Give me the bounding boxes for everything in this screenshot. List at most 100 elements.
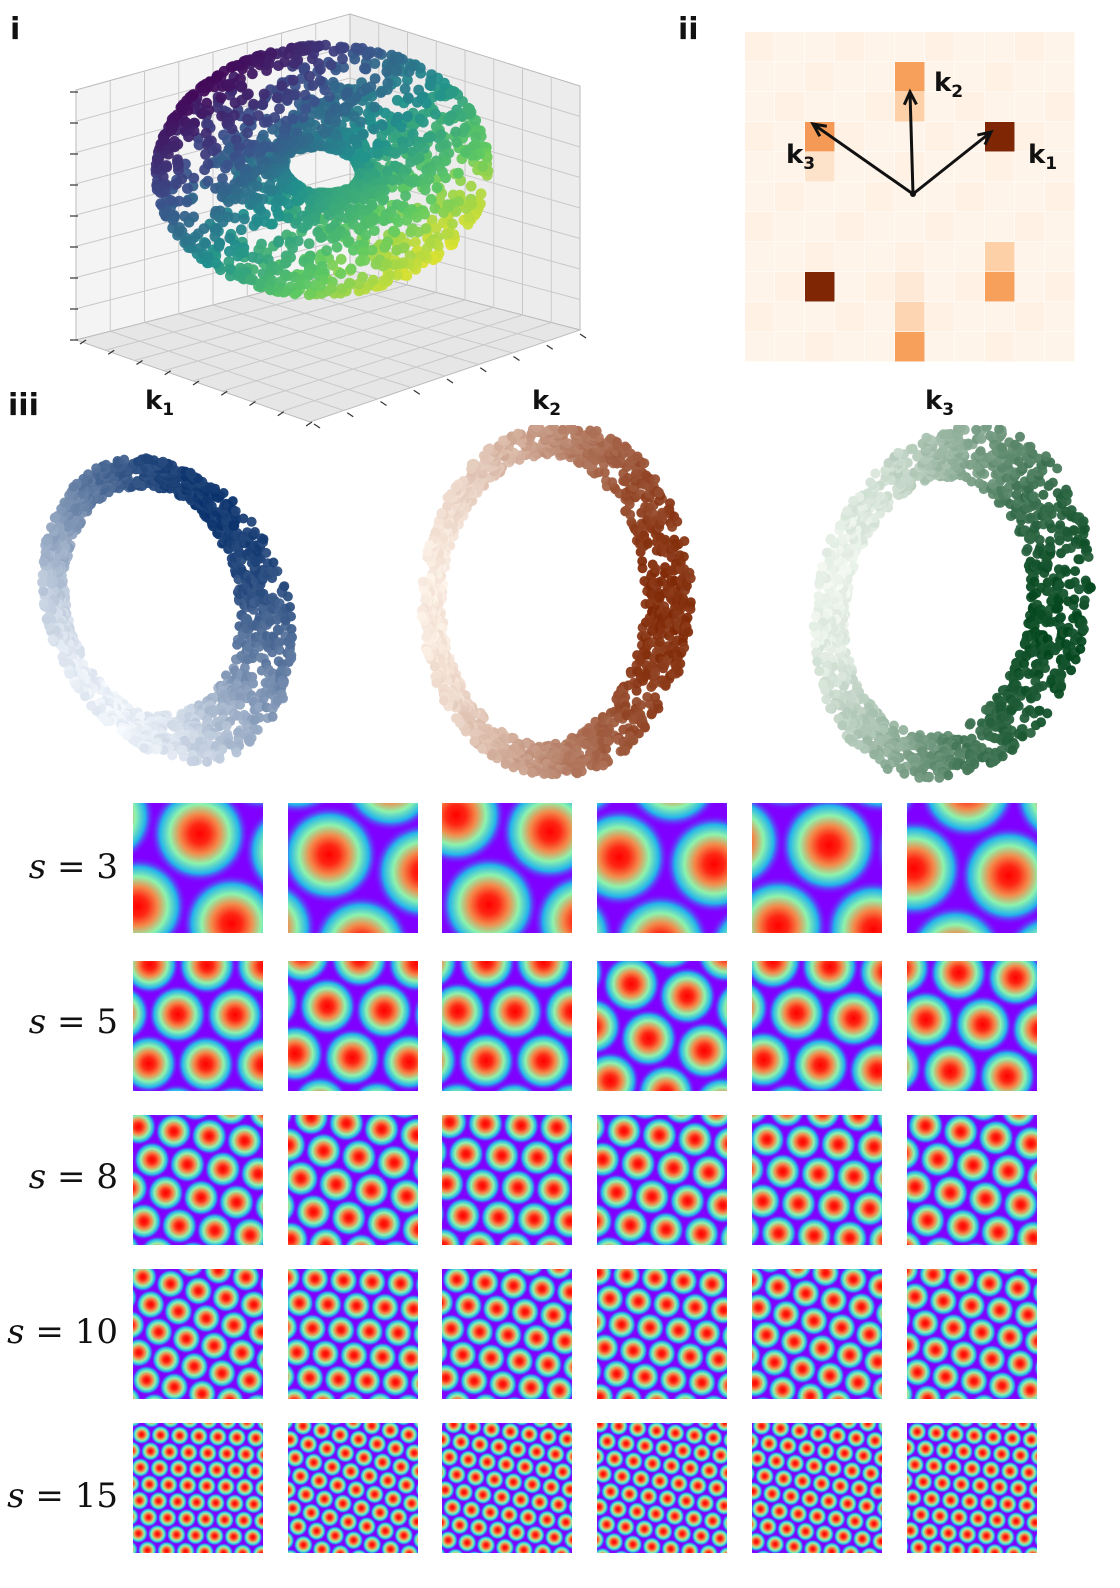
torus-point xyxy=(315,280,326,292)
torus-point xyxy=(183,216,195,228)
torus-point xyxy=(273,236,284,248)
torus-point xyxy=(259,117,270,128)
fourier-cell xyxy=(925,152,955,182)
ring-point xyxy=(278,678,289,689)
ring-point xyxy=(68,481,79,492)
fourier-cell xyxy=(985,182,1015,212)
ring-point xyxy=(442,492,453,503)
fourier-cell xyxy=(925,62,955,92)
torus-point xyxy=(261,65,272,76)
fourier-cell xyxy=(1015,32,1045,62)
torus-point xyxy=(378,174,390,186)
torus-point xyxy=(202,175,214,187)
ring-point xyxy=(267,711,278,722)
fourier-cell xyxy=(895,272,925,302)
torus-point xyxy=(282,212,294,224)
fourier-cell xyxy=(1045,242,1075,272)
ring-point xyxy=(601,744,612,754)
fourier-cell xyxy=(895,332,925,362)
torus-point xyxy=(182,183,193,194)
ring-point xyxy=(662,655,672,666)
fourier-cell xyxy=(955,32,985,62)
ring-point xyxy=(38,598,49,609)
torus-point xyxy=(213,241,225,252)
fourier-cell xyxy=(1015,182,1045,212)
fourier-cell xyxy=(775,182,805,212)
torus-point xyxy=(247,274,259,286)
torus-point xyxy=(307,80,319,91)
ring-point xyxy=(252,724,263,735)
fourier-cell xyxy=(955,302,985,332)
fourier-cell xyxy=(925,242,955,272)
torus-point xyxy=(226,123,238,135)
torus-point xyxy=(248,98,259,110)
torus-point xyxy=(352,43,364,55)
torus-point xyxy=(460,146,471,158)
torus-point xyxy=(420,97,432,109)
ring-point xyxy=(665,498,675,509)
fourier-cell xyxy=(985,62,1015,92)
ring-point xyxy=(272,566,283,577)
fourier-cells xyxy=(745,32,1075,362)
fourier-cell xyxy=(775,272,805,302)
ring-point xyxy=(59,497,70,508)
ring-point xyxy=(214,721,225,732)
torus-point xyxy=(233,142,245,153)
fourier-cell xyxy=(775,92,805,122)
ring-point xyxy=(122,730,132,741)
ring-point xyxy=(683,627,694,637)
ring-point xyxy=(637,563,648,574)
torus-point xyxy=(243,146,255,158)
fourier-cell xyxy=(745,302,775,332)
fourier-label-k2: k2 xyxy=(934,68,964,103)
torus-point xyxy=(443,115,455,126)
ring-point xyxy=(41,614,52,625)
fourier-cell xyxy=(805,62,835,92)
torus-point xyxy=(336,283,347,294)
ring-point xyxy=(286,632,297,643)
ring-point xyxy=(983,706,994,717)
fourier-cell xyxy=(865,122,895,152)
torus-point xyxy=(391,65,402,77)
ring-point xyxy=(650,563,661,574)
ring-point xyxy=(508,762,519,773)
fourier-cell xyxy=(865,272,895,302)
torus-point xyxy=(217,216,229,228)
torus-point xyxy=(377,120,388,131)
ring-point xyxy=(238,513,249,524)
torus-point xyxy=(400,190,411,202)
torus-point xyxy=(165,195,177,206)
fourier-cell xyxy=(805,332,835,362)
ring-point xyxy=(650,474,661,485)
ring-point xyxy=(898,725,909,735)
ring-point xyxy=(603,736,614,747)
torus-point xyxy=(402,74,413,86)
ring-point xyxy=(279,581,290,592)
torus-point xyxy=(389,226,401,238)
ring-point xyxy=(80,691,90,702)
ring-point xyxy=(429,661,440,672)
torus-point xyxy=(192,228,204,240)
ring-point xyxy=(286,611,296,622)
panel-label-i: i xyxy=(10,12,21,47)
fourier-cell xyxy=(835,182,865,212)
ring-point xyxy=(685,597,696,608)
fourier-cell xyxy=(985,242,1015,272)
torus-point xyxy=(372,147,384,159)
torus-point xyxy=(173,195,185,207)
torus-point xyxy=(303,238,315,250)
ring-point xyxy=(531,425,542,433)
ring-point xyxy=(547,769,558,780)
ring-point xyxy=(469,736,480,747)
ring-point xyxy=(186,756,197,767)
torus-point xyxy=(370,258,382,270)
torus-point xyxy=(321,245,332,256)
fourier-cell xyxy=(745,242,775,272)
torus-point xyxy=(399,83,411,95)
torus-point xyxy=(215,92,227,104)
torus-point xyxy=(273,60,284,71)
torus-point xyxy=(368,123,380,135)
torus-point xyxy=(313,109,325,120)
torus-point xyxy=(229,97,241,109)
torus-point xyxy=(323,209,335,221)
